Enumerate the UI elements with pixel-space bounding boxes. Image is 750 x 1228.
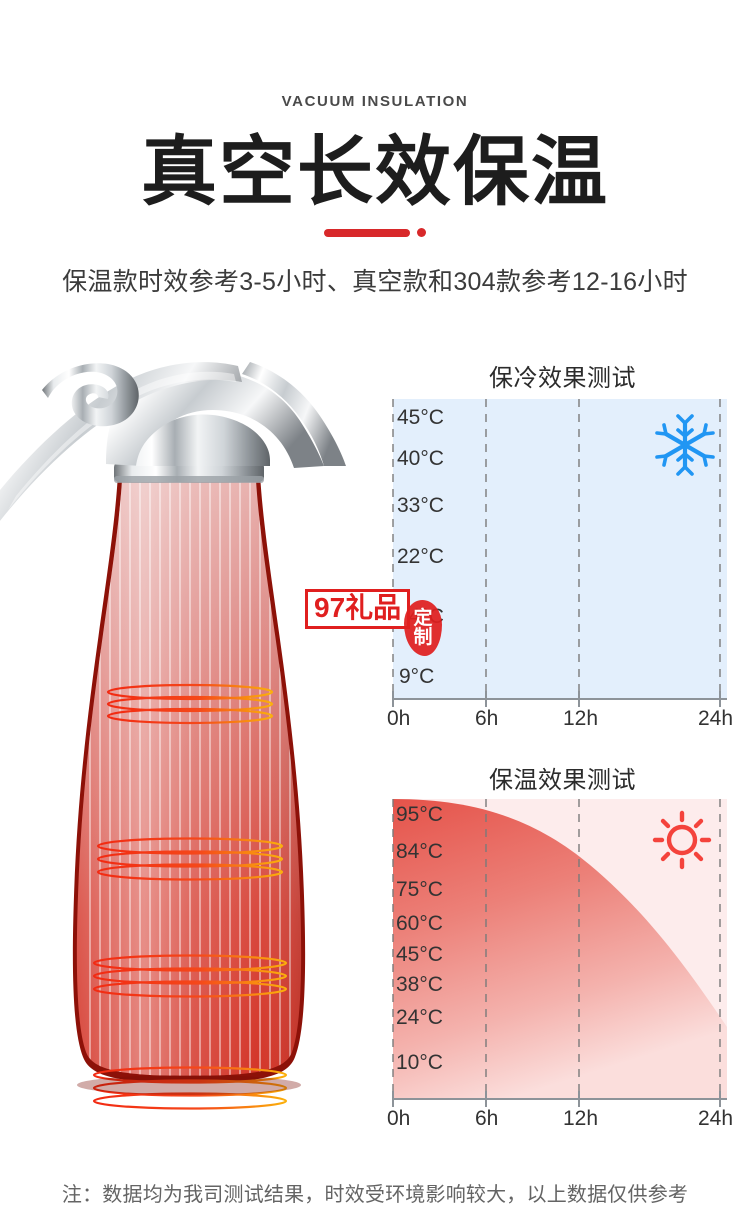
hot-x-label-2: 12h	[563, 1107, 598, 1130]
cold-x-label-3: 24h	[698, 707, 733, 730]
hot-x-label-3: 24h	[698, 1107, 733, 1130]
footnote-text: 注：数据均为我司测试结果，时效受环境影响较大，以上数据仅供参考	[61, 1184, 689, 1206]
snowflake-icon	[655, 414, 715, 476]
hot-chart-title: 保温效果测试	[489, 767, 636, 794]
subtitle-text: 保温款时效参考3-5小时、真空款和304款参考12-16小时	[62, 268, 688, 296]
cold-x-label-1: 6h	[475, 707, 498, 730]
cold-chart-title: 保冷效果测试	[489, 365, 636, 392]
cold-y-label-1: 40°C	[397, 447, 444, 470]
thermos-product-image	[0, 340, 384, 1155]
cold-plot-background	[393, 399, 727, 699]
thermos-spout	[242, 362, 346, 466]
watermark-brand-box: 97礼品	[305, 589, 411, 629]
thermos-lid	[106, 370, 324, 468]
cold-y-label-3: 22°C	[397, 545, 444, 568]
hot-y-label-0: 95°C	[396, 803, 443, 826]
sun-icon	[652, 810, 712, 870]
cold-y-label-5: 9°C	[399, 665, 434, 688]
cold-retention-chart: 45°C 40°C 33°C 22°C 14°C 9°C 0h 6h 12h 2…	[385, 395, 733, 730]
thermos-lid-top	[106, 414, 270, 466]
cold-x-label-2: 12h	[563, 707, 598, 730]
eyebrow-text: VACUUM INSULATION	[281, 93, 469, 110]
hot-gridlines	[392, 799, 721, 1099]
stamp-char-1: 定	[413, 608, 433, 629]
heat-wave-rings	[92, 683, 288, 1110]
heat-retention-chart: 95°C 84°C 75°C 60°C 45°C 38°C 24°C 10°C …	[385, 795, 733, 1130]
thermos-thumb-lever	[42, 363, 139, 427]
thermos-base-shadow	[77, 1075, 301, 1095]
cold-y-label-2: 33°C	[397, 494, 444, 517]
cold-x-label-0: 0h	[387, 707, 410, 730]
cold-gridlines	[392, 399, 721, 699]
divider-bar	[324, 228, 410, 237]
hot-y-label-2: 75°C	[396, 878, 443, 901]
hot-y-label-4: 45°C	[396, 943, 443, 966]
hot-y-label-5: 38°C	[396, 973, 443, 996]
hot-y-label-1: 84°C	[396, 840, 443, 863]
hot-y-label-6: 24°C	[396, 1006, 443, 1029]
page-title: 真空长效保温	[141, 130, 609, 215]
hot-x-label-0: 0h	[387, 1107, 410, 1130]
hot-x-label-1: 6h	[475, 1107, 498, 1130]
thermos-collar-shadow	[114, 476, 264, 483]
hot-y-label-7: 10°C	[396, 1051, 443, 1074]
stamp-text: 定 制	[404, 600, 442, 656]
hot-y-label-3: 60°C	[396, 912, 443, 935]
title-divider	[0, 228, 750, 237]
divider-dot	[417, 228, 426, 237]
stamp-char-2: 制	[413, 627, 433, 648]
stamp-ink-blob	[404, 600, 442, 656]
cold-y-label-0: 45°C	[397, 406, 444, 429]
hot-temperature-area	[393, 799, 727, 1099]
watermark-custom-stamp: 定 制	[404, 600, 442, 656]
